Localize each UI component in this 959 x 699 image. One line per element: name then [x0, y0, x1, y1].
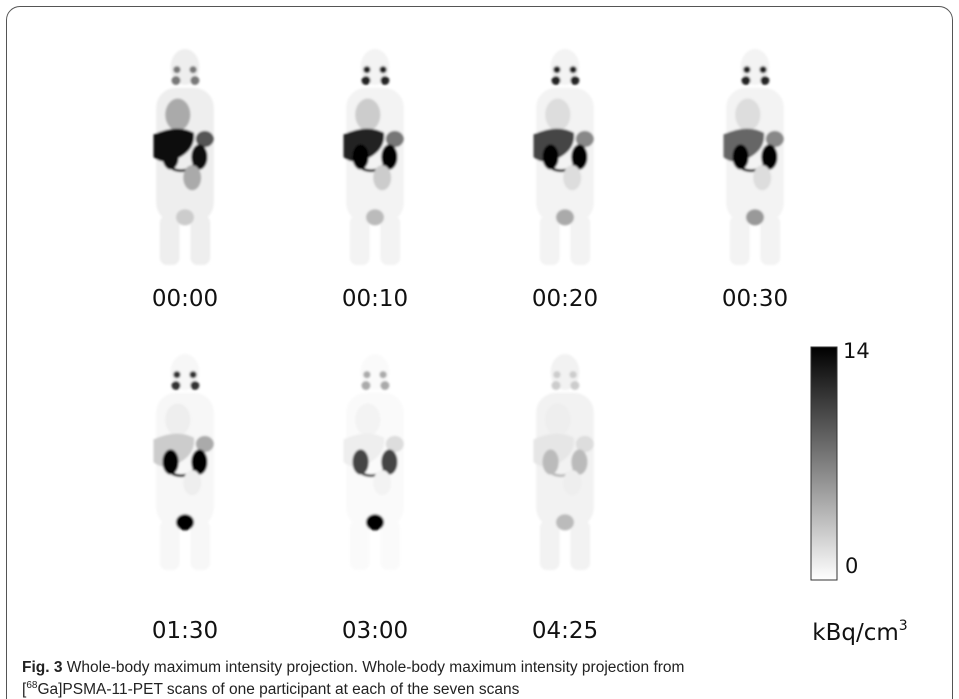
- mip-image: [534, 49, 594, 265]
- mip-image: [724, 49, 784, 265]
- caption-text: Whole-body maximum intensity projection.…: [66, 659, 685, 676]
- caption-bracket: [: [22, 681, 27, 698]
- figure-frame: [6, 6, 953, 699]
- time-label: 01:30: [152, 618, 218, 644]
- time-label: 00:00: [152, 286, 218, 312]
- colorbar: [810, 346, 838, 581]
- mip-image: [534, 354, 594, 570]
- caption-label: Fig. 3: [22, 659, 63, 676]
- caption-sup: 68: [26, 679, 38, 691]
- mip-image: [344, 354, 404, 570]
- colorbar-max: 14: [843, 339, 870, 363]
- figure: 00:00 00:10 00:20 00:30 01:30 03:00 04:2…: [152, 0, 908, 646]
- time-label: 00:30: [722, 286, 788, 312]
- time-label: 00:20: [532, 286, 598, 312]
- time-label: 03:00: [342, 618, 408, 644]
- caption: Fig. 3 Whole-body maximum intensity proj…: [22, 657, 942, 699]
- caption-text2: Ga]PSMA-11-PET scans of one participant …: [37, 681, 520, 698]
- mip-image: [154, 354, 214, 570]
- unit-label: kBq/cm3: [812, 618, 907, 646]
- mip-image: [154, 49, 214, 265]
- colorbar-min: 0: [845, 554, 858, 578]
- unit-sup: 3: [899, 618, 908, 634]
- mip-image: [344, 49, 404, 265]
- unit: kBq/cm: [812, 620, 899, 646]
- time-label: 04:25: [532, 618, 598, 644]
- time-label: 00:10: [342, 286, 408, 312]
